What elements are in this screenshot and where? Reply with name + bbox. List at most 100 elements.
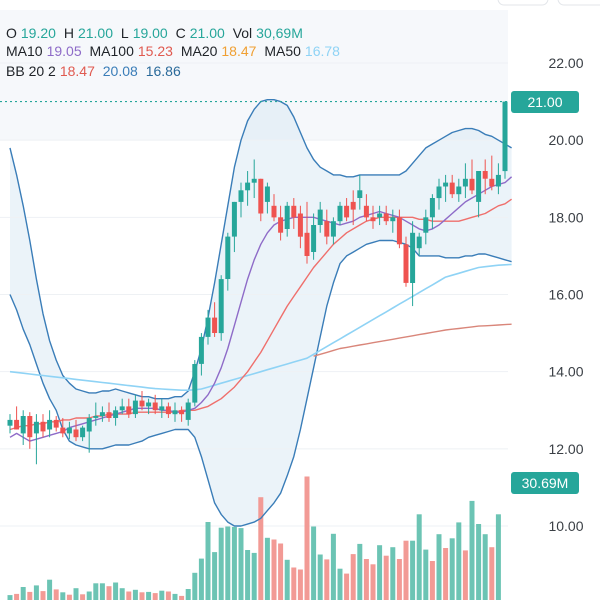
volume-bar (27, 591, 33, 600)
candle-body (7, 419, 13, 426)
candle-body (363, 205, 369, 218)
y-tick-label: 18.00 (548, 209, 583, 225)
candle-body (20, 416, 26, 434)
candle-body (489, 178, 495, 187)
candle-body (324, 221, 330, 237)
volume-bar (132, 589, 138, 600)
volume-label: Vol (232, 25, 253, 41)
volume-bar (192, 572, 198, 600)
volume-bar (93, 583, 99, 600)
candle-body (396, 217, 402, 245)
candle-body (99, 412, 105, 417)
volume-bar (40, 591, 46, 600)
candle-body (344, 205, 350, 218)
volume-bar (47, 579, 53, 600)
volume-bar (410, 540, 416, 600)
ma10-label: MA10 (6, 43, 43, 59)
volume-bar (344, 573, 350, 600)
top-right-button[interactable] (497, 0, 549, 6)
volume-bar (462, 550, 468, 600)
candle-body (179, 410, 185, 415)
candle-body (172, 410, 178, 415)
volume-bar (304, 476, 310, 600)
candle-body (60, 427, 66, 434)
candle-body (198, 336, 204, 364)
volume-bar (495, 514, 501, 600)
volume-bar (119, 588, 125, 600)
candle-body (238, 190, 244, 202)
volume-bar (66, 594, 72, 600)
candle-body (40, 421, 46, 432)
candle-body (357, 190, 363, 198)
ma50-value: 16.78 (304, 43, 340, 59)
candle-body (337, 205, 343, 222)
candle-body (231, 201, 237, 237)
candle-body (291, 205, 297, 218)
ma100-label: MA100 (89, 43, 134, 59)
top-right-button-2[interactable] (557, 0, 600, 6)
volume-bar (258, 497, 264, 600)
close-label: C (175, 25, 186, 41)
candle-body (311, 225, 317, 252)
volume-bar (73, 588, 79, 600)
volume-bars (7, 476, 501, 600)
bb-label: BB 20 2 (6, 63, 56, 79)
candle-body (429, 198, 435, 218)
candle-body (192, 364, 198, 403)
candle-body (462, 178, 468, 187)
candle-body (284, 205, 290, 229)
candle-body (159, 406, 165, 411)
volume-bar (113, 582, 119, 600)
volume-bar (159, 590, 165, 600)
volume-bar (7, 595, 13, 600)
candle-body (152, 402, 158, 411)
volume-bar (456, 522, 462, 600)
open-value: 19.20 (20, 25, 56, 41)
volume-bar (357, 543, 363, 600)
candle-body (245, 182, 251, 191)
candle-body (456, 186, 462, 195)
candle-body (73, 429, 79, 438)
candle-body (449, 182, 455, 195)
volume-bar (238, 528, 244, 600)
bb-upper-value: 18.47 (59, 63, 95, 79)
ohlc-legend: O 19.20 H 21.00 L 19.00 C 21.00 Vol 30,69M (6, 24, 307, 42)
ma10-value: 19.05 (46, 43, 82, 59)
candle-body (383, 213, 389, 222)
candles (7, 101, 508, 465)
ma-legend: MA10 19.05 MA100 15.23 MA20 18.47 MA50 16.78 (6, 42, 344, 60)
candle-body (317, 209, 323, 225)
candle-body (423, 217, 429, 233)
close-value: 21.00 (189, 25, 225, 41)
volume-bar (317, 554, 323, 600)
y-tick-label: 14.00 (548, 364, 583, 380)
volume-bar (416, 514, 422, 600)
candle-body (495, 174, 501, 187)
candle-body (264, 186, 270, 202)
volume-bar (363, 559, 369, 600)
volume-bar (476, 524, 482, 600)
volume-bar (383, 555, 389, 600)
candle-body (53, 419, 59, 428)
candle-body (469, 178, 475, 191)
candle-body (443, 182, 449, 187)
bb-lower-value: 16.86 (145, 63, 181, 79)
candle-body (377, 213, 383, 218)
last-price-tag: 21.00 (511, 91, 579, 113)
volume-bar (264, 537, 270, 600)
volume-bar (469, 500, 475, 600)
volume-value: 30,69M (256, 25, 303, 41)
volume-bar (377, 545, 383, 600)
volume-bar (218, 527, 224, 600)
volume-bar (271, 539, 277, 600)
candle-body (403, 244, 409, 283)
candle-body (47, 419, 53, 430)
candle-body (502, 101, 508, 172)
bb-lower-line (9, 239, 512, 527)
y-tick-label: 16.00 (548, 287, 583, 303)
candle-body (304, 232, 310, 256)
volume-bar (251, 552, 257, 600)
volume-bar (106, 586, 112, 600)
candle-body (106, 412, 112, 418)
